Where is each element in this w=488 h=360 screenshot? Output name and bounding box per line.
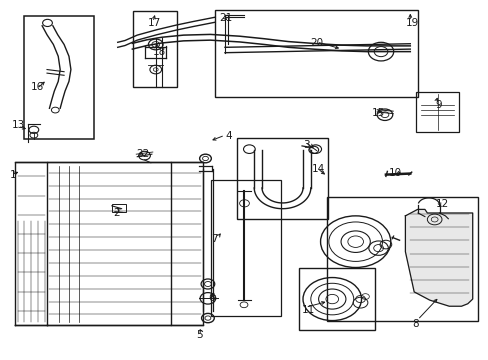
- Text: 19: 19: [405, 18, 418, 28]
- Text: 14: 14: [311, 164, 325, 174]
- Text: 9: 9: [435, 100, 441, 110]
- Text: 4: 4: [224, 131, 231, 141]
- Text: 2: 2: [113, 208, 119, 218]
- Bar: [24, 16, 94, 139]
- Text: 18: 18: [153, 46, 166, 57]
- Text: 15: 15: [371, 108, 385, 118]
- Text: 11: 11: [302, 305, 315, 315]
- Text: 10: 10: [387, 168, 401, 178]
- Bar: [211, 180, 281, 316]
- Bar: [112, 204, 125, 212]
- Bar: [215, 10, 417, 97]
- Bar: [133, 11, 177, 87]
- Text: 12: 12: [435, 199, 448, 210]
- Text: 20: 20: [310, 38, 323, 48]
- Text: 1: 1: [9, 170, 16, 180]
- Text: 17: 17: [148, 18, 161, 28]
- Bar: [299, 268, 374, 330]
- Text: 5: 5: [195, 330, 202, 340]
- Bar: [237, 138, 328, 220]
- Text: 8: 8: [412, 319, 419, 329]
- Text: 16: 16: [31, 82, 44, 93]
- Text: 13: 13: [11, 121, 24, 130]
- Text: 22: 22: [136, 149, 149, 159]
- Polygon shape: [405, 210, 472, 306]
- Bar: [327, 197, 477, 320]
- Text: 6: 6: [207, 293, 214, 303]
- Bar: [415, 92, 458, 132]
- Text: 3: 3: [303, 140, 309, 150]
- Text: 7: 7: [211, 234, 218, 244]
- Text: 21: 21: [219, 13, 232, 23]
